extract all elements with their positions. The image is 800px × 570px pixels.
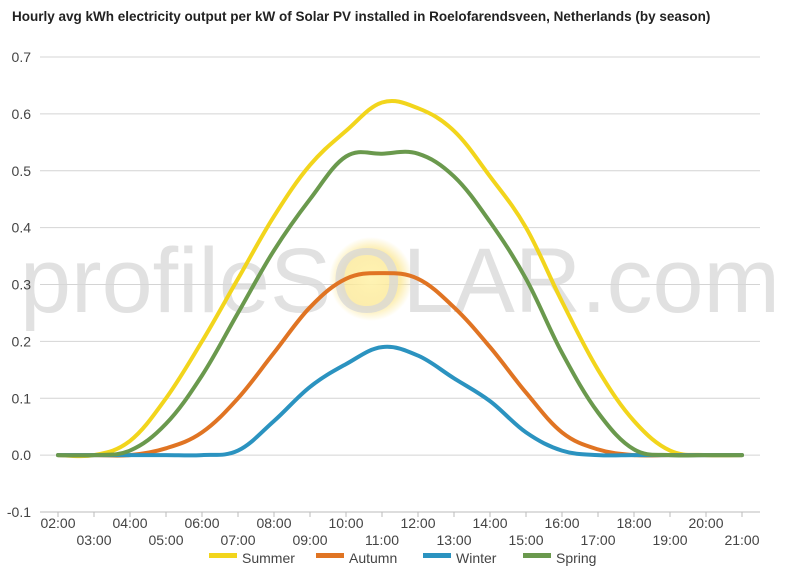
legend-swatch-spring[interactable] [523, 553, 551, 558]
y-tick-label: 0.4 [12, 220, 32, 236]
legend-label-spring[interactable]: Spring [556, 550, 596, 566]
legend-swatch-autumn[interactable] [316, 553, 344, 558]
x-tick-label: 12:00 [400, 515, 435, 531]
x-tick-label: 11:00 [365, 532, 399, 548]
x-tick-label: 04:00 [112, 515, 147, 531]
y-tick-label: 0.2 [12, 333, 32, 349]
watermark-sun-icon [329, 237, 413, 321]
x-tick-label: 16:00 [544, 515, 579, 531]
chart-title: Hourly avg kWh electricity output per kW… [12, 9, 711, 24]
legend-label-autumn[interactable]: Autumn [349, 550, 397, 566]
y-tick-label: 0.7 [12, 49, 32, 65]
x-tick-label: 17:00 [580, 532, 615, 548]
x-axis: 02:00 04:00 06:00 08:00 10:00 12:00 14:00 16:00… [40, 512, 760, 548]
x-tick-label: 03:00 [76, 532, 111, 548]
x-tick-label: 09:00 [292, 532, 327, 548]
legend-swatch-winter[interactable] [423, 553, 451, 558]
x-tick-label: 14:00 [472, 515, 507, 531]
series-line-winter [56, 344, 744, 458]
x-tick-label: 08:00 [256, 515, 291, 531]
legend-swatch-summer[interactable] [209, 553, 237, 558]
x-tick-label: 15:00 [508, 532, 543, 548]
x-tick-label: 19:00 [652, 532, 687, 548]
x-tick-label: 18:00 [616, 515, 651, 531]
x-tick-label: 10:00 [328, 515, 363, 531]
watermark: profileSOLAR.com [20, 230, 780, 332]
x-tick-label: 21:00 [724, 532, 759, 548]
series-layer [56, 98, 744, 459]
y-tick-label: 0.5 [12, 163, 32, 179]
x-tick-label: 02:00 [40, 515, 75, 531]
watermark-text: profileSOLAR.com [20, 230, 780, 332]
y-tick-label: 0.6 [12, 106, 32, 122]
series-line-summer [56, 98, 744, 459]
legend-label-summer[interactable]: Summer [242, 550, 295, 566]
y-tick-label: 0.3 [12, 277, 32, 293]
legend: Summer Autumn Winter Spring [209, 550, 596, 566]
legend-label-winter[interactable]: Winter [456, 550, 497, 566]
y-tick-label: 0.0 [12, 447, 32, 463]
x-tick-label: 05:00 [148, 532, 183, 548]
x-tick-label: 20:00 [688, 515, 723, 531]
y-axis: -0.1 0.0 0.1 0.2 0.3 0.4 0.5 0.6 0.7 [7, 49, 31, 520]
y-tick-label: 0.1 [12, 390, 32, 406]
x-tick-label: 13:00 [436, 532, 471, 548]
x-tick-label: 07:00 [220, 532, 255, 548]
y-tick-label: -0.1 [7, 504, 31, 520]
x-tick-label: 06:00 [184, 515, 219, 531]
series-line-spring [56, 149, 744, 458]
